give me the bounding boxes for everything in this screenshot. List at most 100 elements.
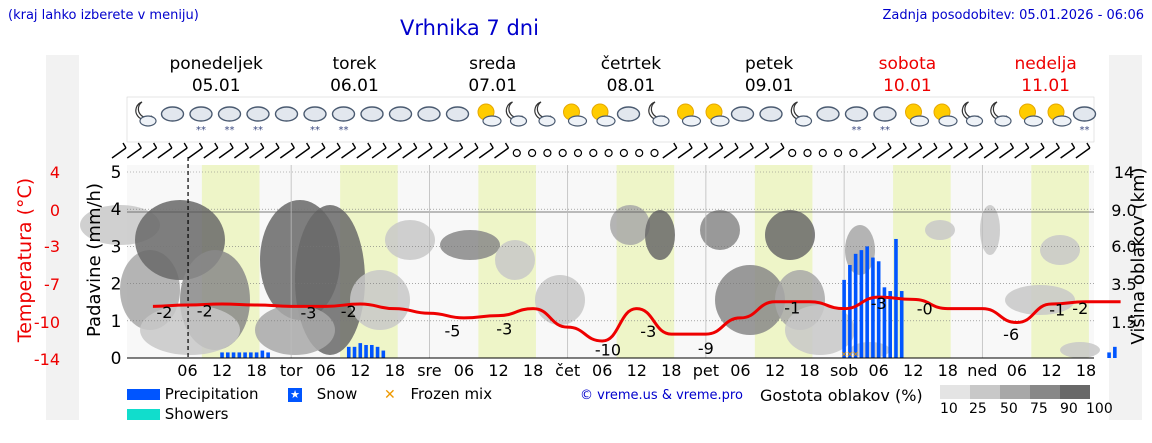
- legend-showers: Showers: [127, 405, 228, 423]
- barb-feather: [183, 142, 188, 149]
- barb-shaft: [998, 147, 1014, 159]
- barb-feather: [367, 142, 372, 149]
- legend-frozen-label: Frozen mix: [410, 385, 493, 403]
- cloud-density-scale: [940, 384, 1090, 403]
- snow-icon: **: [331, 106, 356, 136]
- temperature-label: -3: [640, 322, 656, 341]
- barb-feather: [244, 142, 250, 149]
- precipitation-bar: [381, 350, 386, 358]
- sun-icon: [563, 103, 588, 127]
- scale-box: [1000, 385, 1030, 399]
- cloud-puff: [994, 115, 1012, 127]
- time-tick-label: čet: [555, 361, 580, 380]
- cloud-puff: [596, 115, 616, 127]
- sun-icon: [591, 103, 616, 127]
- cloud-cover: [765, 210, 815, 260]
- day-date: 09.01: [745, 76, 794, 96]
- cloud-puff: [538, 115, 556, 127]
- barb-feather: [168, 142, 173, 149]
- time-tick-label: 12: [765, 361, 785, 380]
- day-name: torek: [332, 54, 376, 74]
- snowflakes: **: [310, 125, 320, 136]
- barb-shaft: [325, 147, 341, 159]
- cloud-cover: [495, 240, 535, 280]
- precipitation-bar: [237, 352, 242, 358]
- sun-icon: [1047, 103, 1072, 127]
- barb-shaft: [172, 147, 188, 159]
- barb-feather: [1009, 142, 1015, 149]
- temperature-label: -0: [917, 300, 933, 319]
- time-tick-label: pet: [693, 361, 719, 380]
- cloudy-icon: [445, 106, 470, 122]
- barb-shaft: [769, 147, 785, 159]
- precipitation-bar: [220, 352, 224, 358]
- wind-barb: [249, 142, 265, 159]
- day-name: četrtek: [601, 54, 662, 74]
- sun-icon: [933, 103, 958, 127]
- wind-calm-marker: [635, 148, 644, 158]
- barb-shaft: [677, 147, 693, 159]
- snowflakes: **: [852, 125, 862, 136]
- wind-barb: [126, 142, 142, 159]
- cloud-height-tick-label: 6.0: [1111, 237, 1136, 256]
- scale-label: 25: [969, 401, 987, 417]
- barb-shaft: [126, 147, 142, 159]
- sun-icon: [477, 103, 502, 127]
- frozen-mix-marker: ✕: [847, 350, 854, 359]
- barb-shaft: [310, 147, 326, 159]
- page-title: Vrhnika 7 dni: [400, 16, 539, 40]
- barb-feather: [351, 142, 357, 149]
- time-tick-label: 18: [799, 361, 819, 380]
- temperature-tick-label: -10: [34, 313, 60, 332]
- precipitation-bar: [370, 344, 374, 358]
- cloud-puff: [509, 115, 528, 127]
- wind-calm-marker: [650, 148, 659, 158]
- right-axis-band: [1109, 55, 1142, 420]
- barb-shaft: [432, 147, 448, 159]
- barb-feather: [688, 142, 693, 149]
- precipitation-bar: [266, 352, 270, 358]
- wind-calm-marker: [558, 148, 567, 158]
- wind-barb: [264, 142, 280, 159]
- cloud-cover: [925, 220, 955, 240]
- time-tick-label: sre: [417, 361, 441, 380]
- cloud-cover: [1005, 285, 1075, 315]
- credit-link[interactable]: © vreme.us & vreme.pro: [580, 388, 743, 403]
- temperature-label: -1: [1049, 301, 1065, 320]
- temperature-label: -2: [341, 302, 357, 321]
- temperature-label: -2: [156, 303, 172, 322]
- day-name: sobota: [879, 54, 937, 74]
- precipitation-bar: [226, 352, 230, 358]
- precipitation-bar: [358, 343, 363, 358]
- temperature-label: -1: [784, 299, 800, 318]
- scale-label: 10: [940, 401, 958, 417]
- wind-barb: [111, 142, 127, 159]
- cloud-puff: [710, 115, 730, 127]
- cloudy-icon: [274, 106, 299, 122]
- temperature-label: -10: [595, 341, 621, 360]
- snow-icon: **: [217, 106, 242, 136]
- precipitation-axis-label: Padavine (mm/h): [84, 183, 105, 337]
- time-tick-label: 12: [903, 361, 923, 380]
- cloud-puff: [794, 115, 813, 127]
- wind-calm-marker: [788, 148, 797, 158]
- cloudy-icon: [160, 106, 185, 122]
- wind-barb: [233, 142, 250, 159]
- cloud-cover: [785, 305, 855, 355]
- wind-barb: [876, 142, 892, 159]
- wind-barb: [1044, 142, 1060, 159]
- day-date: 05.01: [192, 76, 241, 96]
- day-date: 11.01: [1021, 76, 1070, 96]
- barb-feather: [734, 142, 739, 149]
- time-tick-label: 06: [454, 361, 474, 380]
- wind-barb: [769, 142, 785, 159]
- barb-shaft: [157, 147, 173, 159]
- legend-precipitation-label: Precipitation: [164, 385, 259, 403]
- cloud-height-axis-label: Višina oblakov (km): [1128, 167, 1149, 345]
- barb-feather: [749, 142, 754, 149]
- cloud-cover: [255, 305, 335, 355]
- cloud-puff: [730, 106, 755, 122]
- wind-barb: [448, 142, 464, 159]
- location-note: (kraj lahko izberete v meniju): [8, 8, 199, 23]
- barb-shaft: [1044, 147, 1060, 159]
